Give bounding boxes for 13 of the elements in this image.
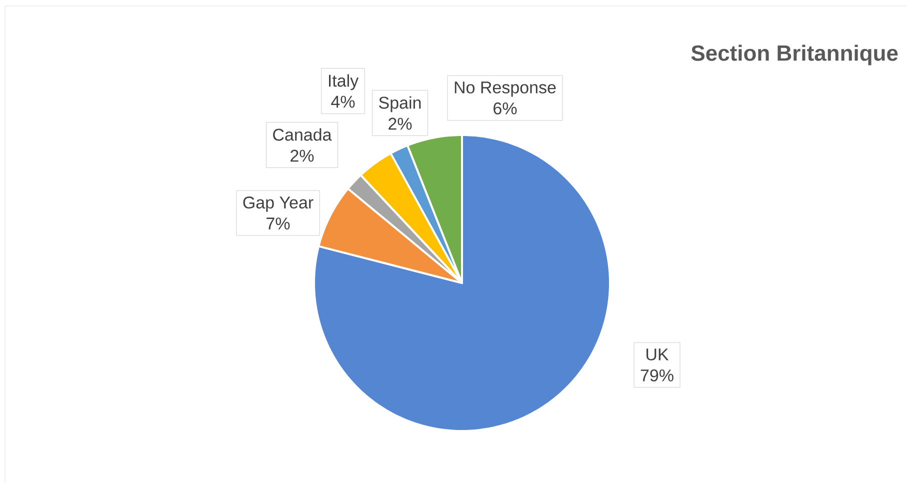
data-label: 7% (266, 218, 290, 230)
slice-label: UK (646, 348, 669, 360)
data-label: 2% (388, 118, 412, 130)
slice-label: Spain (379, 96, 421, 112)
data-label: 2% (290, 150, 314, 162)
slice-label: No Response (454, 82, 556, 97)
slice-label: Gap Year (243, 196, 314, 212)
text: Section Britannique (691, 44, 898, 66)
slice-label: Canada (273, 128, 332, 141)
data-label: 6% (494, 102, 517, 114)
slice-label: Italy (328, 74, 359, 90)
data-label: 4% (331, 96, 355, 108)
data-label: 79% (640, 369, 674, 382)
